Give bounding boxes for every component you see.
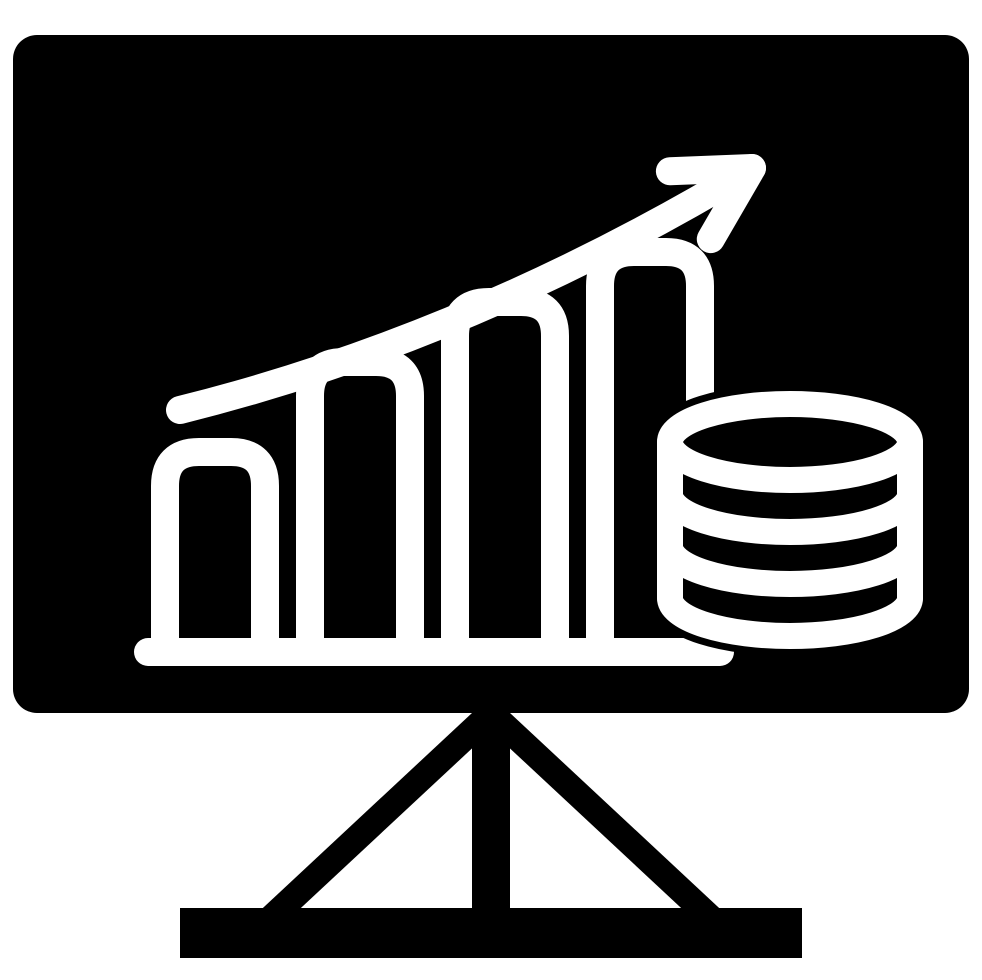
financial-growth-presentation-icon [0,0,982,980]
